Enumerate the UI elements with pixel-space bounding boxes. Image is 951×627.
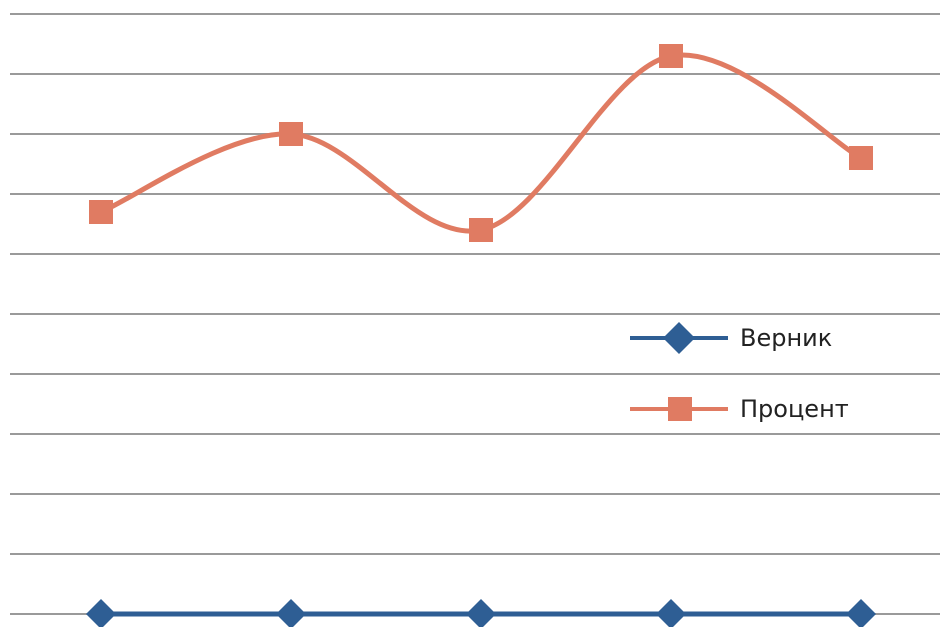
legend-marker-square [668,397,692,421]
legend-label-series-1: Верник [740,324,832,352]
legend-label-series-2: Процент [740,395,849,423]
legend-item-procent: Процент [630,395,849,423]
legend: Верник Процент [630,322,849,423]
data-point-series-1-4 [656,599,686,627]
data-point-series-2-2 [279,122,303,146]
data-point-series-1-5 [846,599,876,627]
data-point-series-1-3 [466,599,496,627]
data-point-series-2-1 [89,200,113,224]
data-point-series-1-2 [276,599,306,627]
series-2 [89,44,873,242]
data-point-series-2-5 [849,146,873,170]
legend-item-verник: Верник [630,322,832,354]
series-layer [86,44,876,627]
series-line-2 [100,52,863,234]
legend-marker-diamond [663,322,695,354]
data-point-series-2-3 [469,218,493,242]
data-point-series-1-1 [86,599,116,627]
gridlines [10,13,940,615]
series-1 [86,599,876,627]
data-point-series-2-4 [659,44,683,68]
